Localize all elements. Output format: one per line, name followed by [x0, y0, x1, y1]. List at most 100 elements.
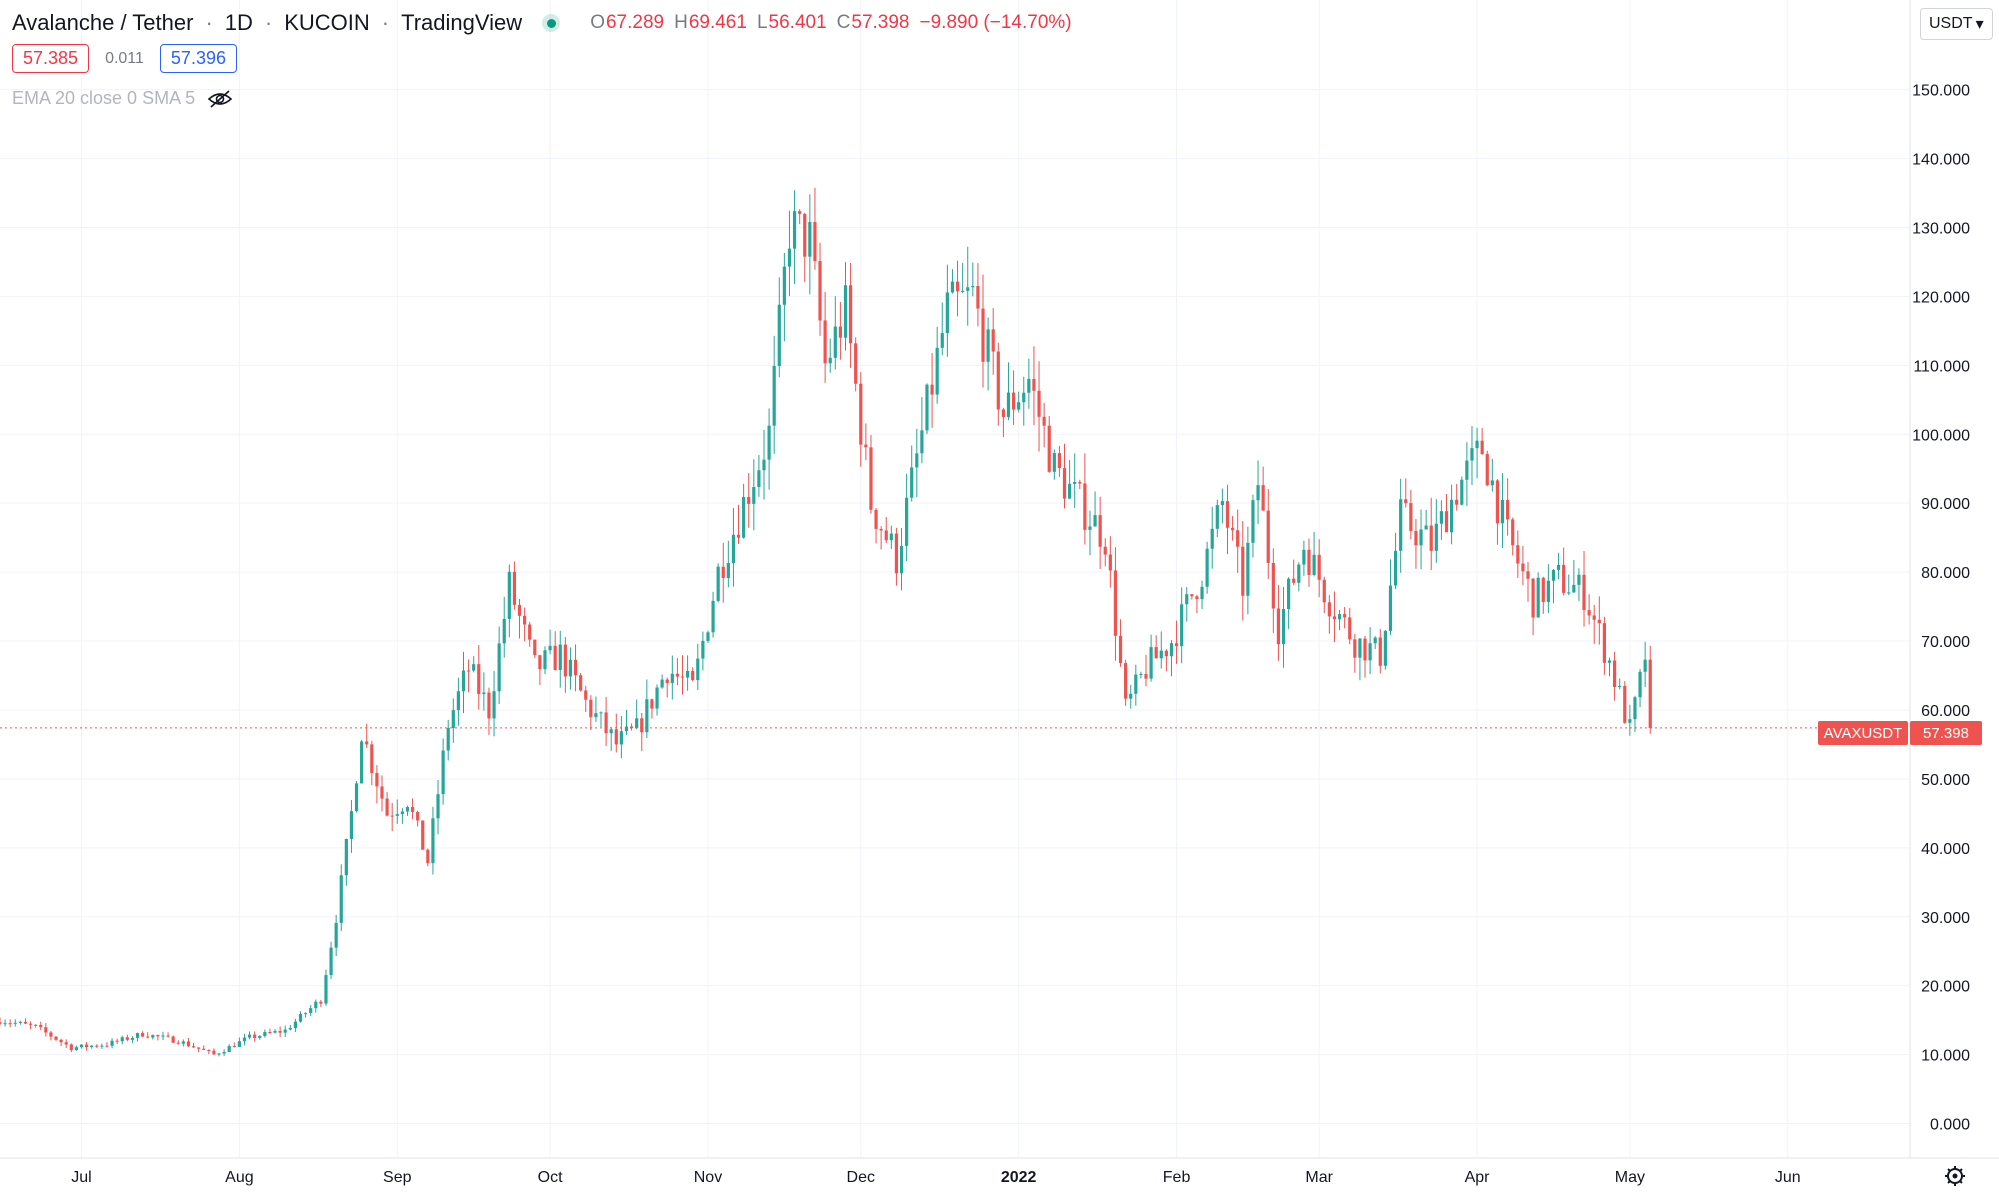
candle[interactable] — [1500, 473, 1505, 549]
candle[interactable] — [1444, 494, 1449, 533]
candle[interactable] — [451, 698, 455, 743]
candle[interactable] — [1037, 361, 1041, 452]
candle[interactable] — [696, 643, 700, 690]
candle[interactable] — [237, 1037, 241, 1048]
candle[interactable] — [1057, 445, 1062, 477]
candle[interactable] — [1541, 576, 1545, 614]
candle[interactable] — [268, 1028, 272, 1035]
candle[interactable] — [1536, 572, 1540, 618]
candle[interactable] — [1261, 466, 1265, 511]
candle[interactable] — [441, 738, 445, 805]
candle[interactable] — [798, 209, 802, 225]
candle[interactable] — [120, 1035, 124, 1045]
candle[interactable] — [110, 1038, 114, 1049]
candle[interactable] — [1205, 541, 1209, 594]
candle[interactable] — [1628, 704, 1632, 736]
candle[interactable] — [314, 999, 318, 1013]
candle[interactable] — [217, 1052, 221, 1057]
candle[interactable] — [1317, 539, 1321, 598]
currency-dropdown[interactable]: USDT ▾ — [1920, 8, 1993, 40]
candle[interactable] — [79, 1044, 84, 1049]
candle[interactable] — [558, 630, 562, 688]
candle[interactable] — [1597, 596, 1601, 645]
candle[interactable] — [940, 302, 944, 356]
candle[interactable] — [1312, 531, 1316, 577]
candle[interactable] — [670, 655, 674, 700]
candle[interactable] — [1251, 494, 1255, 558]
candle[interactable] — [1230, 515, 1235, 541]
candle[interactable] — [390, 802, 394, 832]
candle[interactable] — [568, 647, 573, 690]
interval[interactable]: 1D — [224, 10, 253, 35]
candle[interactable] — [1337, 610, 1342, 630]
candle[interactable] — [1073, 453, 1077, 508]
candle[interactable] — [334, 914, 338, 957]
candle[interactable] — [660, 674, 664, 689]
candle[interactable] — [1638, 668, 1642, 708]
candle[interactable] — [533, 639, 537, 659]
candle[interactable] — [344, 838, 348, 886]
candle[interactable] — [1490, 458, 1494, 492]
candle[interactable] — [207, 1049, 211, 1055]
candle[interactable] — [492, 670, 496, 737]
candle[interactable] — [573, 644, 578, 692]
candle[interactable] — [767, 408, 771, 490]
candle[interactable] — [813, 187, 817, 270]
candle[interactable] — [920, 397, 924, 464]
candle[interactable] — [675, 658, 680, 686]
candle[interactable] — [1103, 538, 1107, 567]
candle[interactable] — [955, 260, 960, 317]
candle[interactable] — [354, 781, 359, 813]
candle[interactable] — [161, 1031, 165, 1041]
candle[interactable] — [1495, 479, 1500, 545]
candle[interactable] — [1149, 634, 1153, 682]
candle[interactable] — [579, 673, 583, 692]
candle[interactable] — [777, 277, 781, 378]
candle[interactable] — [1551, 568, 1556, 604]
indicator-label[interactable]: EMA 20 close 0 SMA 5 — [12, 88, 196, 108]
candle[interactable] — [278, 1026, 282, 1038]
candle[interactable] — [1281, 586, 1286, 668]
candle[interactable] — [1032, 346, 1036, 426]
candle[interactable] — [258, 1034, 262, 1040]
candle[interactable] — [635, 699, 639, 730]
candle[interactable] — [3, 1019, 7, 1027]
candle[interactable] — [762, 429, 766, 500]
candle[interactable] — [1577, 568, 1581, 601]
candle[interactable] — [981, 274, 985, 388]
candle[interactable] — [1399, 478, 1403, 573]
candle[interactable] — [1439, 500, 1444, 540]
candle[interactable] — [319, 999, 323, 1007]
candle[interactable] — [1582, 551, 1586, 627]
candle[interactable] — [971, 262, 975, 297]
candle[interactable] — [247, 1031, 252, 1040]
candle[interactable] — [1017, 391, 1021, 413]
candle[interactable] — [1200, 580, 1204, 610]
candle[interactable] — [1526, 562, 1530, 602]
candle[interactable] — [1118, 619, 1123, 667]
candle[interactable] — [1450, 484, 1454, 545]
candle[interactable] — [395, 799, 399, 824]
candle[interactable] — [1343, 607, 1347, 629]
candle[interactable] — [1383, 630, 1387, 670]
candle[interactable] — [686, 655, 690, 691]
candle[interactable] — [1358, 637, 1362, 681]
candle[interactable] — [716, 563, 720, 603]
candle[interactable] — [1022, 376, 1026, 426]
candle[interactable] — [1241, 520, 1245, 621]
candle[interactable] — [375, 765, 379, 804]
symbol-header[interactable]: Avalanche / Tether · 1D · KUCOIN · Tradi… — [12, 8, 1072, 38]
candle[interactable] — [1307, 538, 1311, 587]
candle[interactable] — [1042, 402, 1046, 448]
candle[interactable] — [74, 1045, 78, 1051]
candle[interactable] — [1424, 509, 1428, 530]
candle[interactable] — [833, 296, 837, 370]
candle[interactable] — [1511, 517, 1515, 556]
candle[interactable] — [18, 1020, 22, 1025]
gear-icon[interactable] — [1945, 1166, 1965, 1186]
candle[interactable] — [1607, 657, 1612, 677]
candle[interactable] — [349, 799, 354, 853]
candle[interactable] — [1378, 628, 1382, 674]
candle[interactable] — [1623, 681, 1627, 724]
